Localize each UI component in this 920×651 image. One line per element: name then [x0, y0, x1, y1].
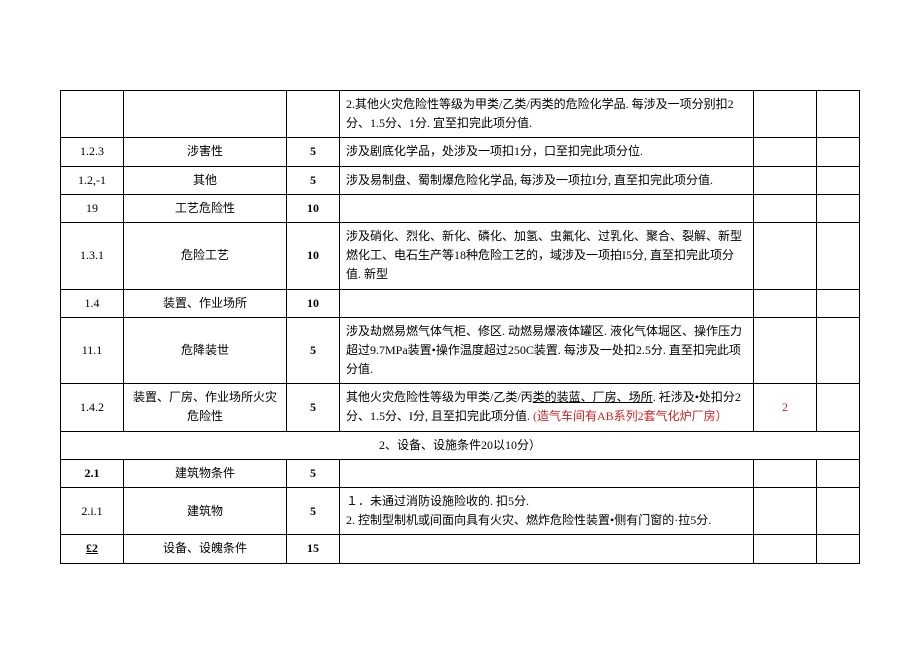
row-score [287, 91, 340, 138]
row-score: 5 [287, 166, 340, 194]
row-desc: 涉及易制盘、蜀制爆危险化学品, 每涉及一项拉I分, 直至扣完此项分值. [340, 166, 754, 194]
table-row: 1.4装置、作业场所10 [61, 289, 860, 317]
row-item [124, 91, 287, 138]
row-item: 其他 [124, 166, 287, 194]
row-item: 危降装世 [124, 317, 287, 384]
row-deduction [754, 91, 817, 138]
table-row: 2.其他火灾危险性等级为甲类/乙类/丙类的危险化学品. 每涉及一项分别扣2分、1… [61, 91, 860, 138]
row-score: 5 [287, 459, 340, 487]
row-desc [340, 194, 754, 222]
row-score: 10 [287, 289, 340, 317]
row-desc: 涉及剧底化学品，处涉及一项扣1分，口至扣完此项分位. [340, 138, 754, 166]
row-desc: 涉及硝化、烈化、新化、磷化、加氢、虫氟化、过乳化、聚合、裂解、新型燃化工、电石生… [340, 222, 754, 289]
row-deduction [754, 289, 817, 317]
row-desc [340, 459, 754, 487]
row-id: 1.2.3 [61, 138, 124, 166]
row-id [61, 91, 124, 138]
row-id: 11.1 [61, 317, 124, 384]
row-desc: １．未通过消防设施险收的. 扣5分.2. 控制型制机或间面向具有火灾、燃炸危险性… [340, 488, 754, 535]
row-score: 15 [287, 535, 340, 563]
row-score: 5 [287, 138, 340, 166]
row-id: 1.2,-1 [61, 166, 124, 194]
row-id: 2.i.1 [61, 488, 124, 535]
row-extra [817, 222, 860, 289]
section-header-row: 2、设备、设施条件20以10分） [61, 431, 860, 459]
assessment-table: 2.其他火灾危险性等级为甲类/乙类/丙类的危险化学品. 每涉及一项分别扣2分、1… [60, 90, 860, 564]
row-extra [817, 194, 860, 222]
section-header: 2、设备、设施条件20以10分） [61, 431, 860, 459]
table-row: 11.1危降装世5涉及劫燃易燃气体气柜、修区. 动燃易爆液体罐区. 液化气体堀区… [61, 317, 860, 384]
row-id: 1.4.2 [61, 384, 124, 431]
row-item: 涉害性 [124, 138, 287, 166]
row-extra [817, 138, 860, 166]
row-extra [817, 488, 860, 535]
row-deduction [754, 488, 817, 535]
row-id: 1.4 [61, 289, 124, 317]
row-score: 5 [287, 488, 340, 535]
table-row: 1.3.1危险工艺10涉及硝化、烈化、新化、磷化、加氢、虫氟化、过乳化、聚合、裂… [61, 222, 860, 289]
table-row: 1.2,-1其他5涉及易制盘、蜀制爆危险化学品, 每涉及一项拉I分, 直至扣完此… [61, 166, 860, 194]
row-id: 19 [61, 194, 124, 222]
row-id: £2 [61, 535, 124, 563]
row-item: 装置、厂房、作业场所火灾危险性 [124, 384, 287, 431]
row-score: 5 [287, 384, 340, 431]
row-deduction [754, 317, 817, 384]
row-id: 1.3.1 [61, 222, 124, 289]
table-row: 2.i.1建筑物5１．未通过消防设施险收的. 扣5分.2. 控制型制机或间面向具… [61, 488, 860, 535]
row-score: 10 [287, 194, 340, 222]
row-desc: 2.其他火灾危险性等级为甲类/乙类/丙类的危险化学品. 每涉及一项分别扣2分、1… [340, 91, 754, 138]
table-row: 2.1建筑物条件5 [61, 459, 860, 487]
row-extra [817, 384, 860, 431]
row-id: 2.1 [61, 459, 124, 487]
row-item: 建筑物条件 [124, 459, 287, 487]
row-deduction [754, 222, 817, 289]
row-deduction [754, 459, 817, 487]
row-item: 危险工艺 [124, 222, 287, 289]
row-extra [817, 459, 860, 487]
row-score: 10 [287, 222, 340, 289]
row-desc: 涉及劫燃易燃气体气柜、修区. 动燃易爆液体罐区. 液化气体堀区、操作压力超过9.… [340, 317, 754, 384]
row-item: 建筑物 [124, 488, 287, 535]
row-desc [340, 289, 754, 317]
table-row: 19工艺危险性10 [61, 194, 860, 222]
row-item: 装置、作业场所 [124, 289, 287, 317]
row-extra [817, 91, 860, 138]
row-desc: 其他火灾危险性等级为甲类/乙类/丙类的装蓝、厂房、场所. 衽涉及•处扣分2分、1… [340, 384, 754, 431]
row-deduction [754, 194, 817, 222]
table-row: 1.2.3涉害性5涉及剧底化学品，处涉及一项扣1分，口至扣完此项分位. [61, 138, 860, 166]
row-extra [817, 535, 860, 563]
table-row: £2设备、设魄条件15 [61, 535, 860, 563]
row-deduction [754, 535, 817, 563]
row-item: 设备、设魄条件 [124, 535, 287, 563]
row-deduction [754, 166, 817, 194]
row-desc [340, 535, 754, 563]
row-extra [817, 289, 860, 317]
row-extra [817, 166, 860, 194]
row-deduction [754, 138, 817, 166]
row-extra [817, 317, 860, 384]
row-score: 5 [287, 317, 340, 384]
row-deduction: 2 [754, 384, 817, 431]
table-row: 1.4.2装置、厂房、作业场所火灾危险性5其他火灾危险性等级为甲类/乙类/丙类的… [61, 384, 860, 431]
row-item: 工艺危险性 [124, 194, 287, 222]
